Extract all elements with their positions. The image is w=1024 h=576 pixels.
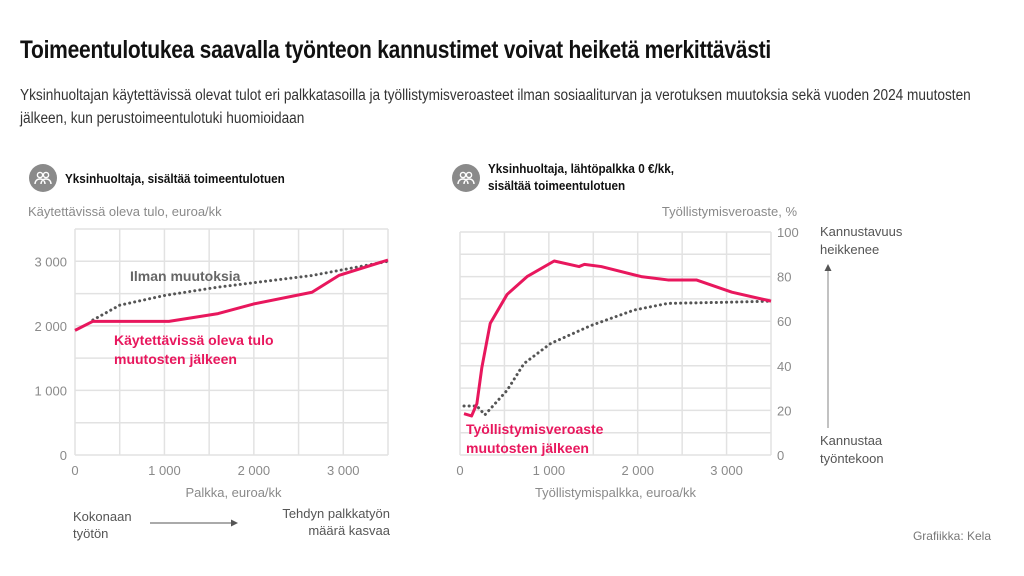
chart-0-y-tick-label: 3 000: [34, 254, 67, 269]
left-panel-header: Yksinhuoltaja, sisältää toimeentulotuen: [29, 164, 309, 192]
chart-1-x-tick-label: 1 000: [533, 463, 566, 478]
chart-0-series-label-before: Ilman muutoksia: [130, 268, 241, 284]
left-panel-title: Yksinhuoltaja, sisältää toimeentulotuen: [65, 171, 285, 186]
people-icon: [29, 164, 57, 192]
right-panel-title: Yksinhuoltaja, lähtöpalkka 0 €/kk, sisäl…: [488, 160, 674, 194]
chart-0-x-axis-label: Palkka, euroa/kk: [185, 485, 282, 500]
vertical-arrow-head-icon: [824, 264, 832, 271]
credit: Grafiikka: Kela: [912, 529, 991, 543]
chart-1-x-tick-label: 0: [456, 463, 463, 478]
chart-0-x-tick-label: 0: [71, 463, 78, 478]
chart-0-y-tick-label: 2 000: [34, 319, 67, 334]
chart-1-x-axis-label: Työllistymispalkka, euroa/kk: [535, 485, 697, 500]
chart-0-x-tick-label: 1 000: [148, 463, 181, 478]
chart-1-series-after-line: [463, 259, 772, 418]
chart-0-series-label-after: Käytettävissä oleva tulo muutosten jälkee…: [114, 332, 274, 367]
chart-0-x-tick-label: 2 000: [238, 463, 271, 478]
note-more-work-line2: määrä kasvaa: [308, 523, 390, 538]
chart-0-y-tick-label: 1 000: [34, 383, 67, 398]
annotation-bottom-line1: Kannustaa: [820, 433, 883, 448]
arrow-head-icon: [231, 519, 238, 527]
chart-1-y-tick-label: 20: [777, 403, 791, 418]
chart-1-y-tick-label: 60: [777, 314, 791, 329]
note-unemployed-line1: Kokonaan: [73, 509, 132, 524]
chart-0-series-before-line: [91, 259, 390, 322]
chart-1-y-tick-label: 40: [777, 359, 791, 374]
right-panel-title-line2: sisältää toimeentulotuen: [488, 178, 626, 193]
note-unemployed-line2: työtön: [73, 526, 108, 541]
page-subtitle: Yksinhuoltajan käytettävissä olevat tulo…: [20, 87, 971, 127]
note-more-work-line1: Tehdyn palkkatyön: [282, 506, 390, 521]
chart-1-y-axis-label: Työllistymisveroaste, %: [662, 204, 798, 219]
right-panel-title-line1: Yksinhuoltaja, lähtöpalkka 0 €/kk,: [488, 161, 674, 176]
chart-1-y-tick-label: 80: [777, 270, 791, 285]
right-panel-header: Yksinhuoltaja, lähtöpalkka 0 €/kk, sisäl…: [452, 160, 695, 194]
chart-1-series-before-line: [462, 299, 773, 418]
chart-0-x-tick-label: 3 000: [327, 463, 360, 478]
chart-0-y-tick-label: 0: [60, 448, 67, 463]
annotation-top-line2: heikkenee: [820, 242, 879, 257]
chart-0-series-after-line: [74, 258, 389, 332]
annotation-bottom-line2: työntekoon: [820, 451, 884, 466]
people-icon: [452, 164, 480, 192]
chart-1-x-tick-label: 2 000: [621, 463, 654, 478]
chart-0-y-axis-label: Käytettävissä oleva tulo, euroa/kk: [28, 204, 222, 219]
chart-1-y-tick-label: 100: [777, 225, 799, 240]
annotation-top-line1: Kannustavuus: [820, 224, 903, 239]
chart-1-x-tick-label: 3 000: [710, 463, 743, 478]
chart-1-series-label-after: Työllistymisveroaste muutosten jälkeen: [466, 421, 604, 456]
chart-1-y-tick-label: 0: [777, 448, 784, 463]
page-title: Toimeentulotukea saavalla työnteon kannu…: [20, 36, 771, 64]
